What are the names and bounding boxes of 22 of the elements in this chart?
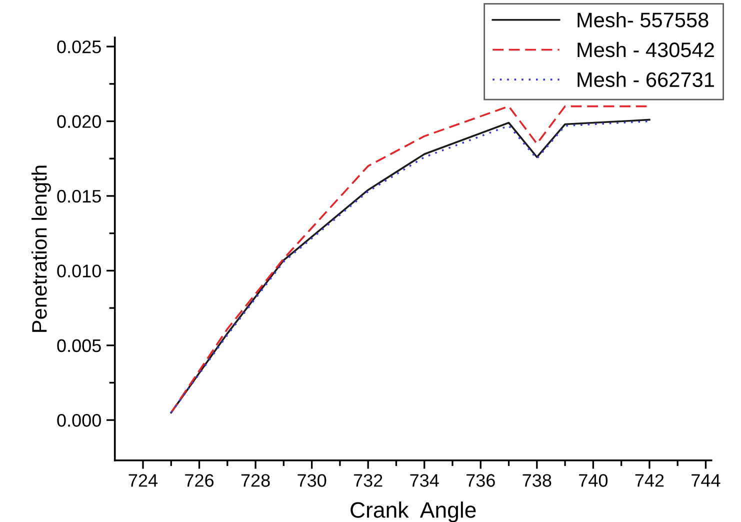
- x-tick-label: 742: [635, 474, 664, 487]
- y-tick-label: 0.015: [57, 190, 101, 203]
- y-tick-label: 0.020: [57, 115, 101, 128]
- x-tick-label: 732: [354, 474, 382, 487]
- legend-label: Mesh - 430542: [578, 42, 714, 58]
- y-axis-title: Penetration length: [32, 166, 51, 332]
- x-tick-label: 726: [185, 474, 214, 487]
- x-tick-label: 728: [241, 474, 270, 487]
- y-tick-label: 0.010: [57, 264, 101, 278]
- y-tick-label: 0.000: [57, 414, 101, 427]
- legend-label: Mesh - 662731: [578, 72, 714, 88]
- x-tick-label: 724: [128, 474, 158, 487]
- x-tick-label: 730: [298, 474, 326, 487]
- x-tick-label: 740: [579, 474, 608, 487]
- x-tick-label: 738: [522, 474, 552, 487]
- x-tick-label: 736: [466, 474, 495, 487]
- y-tick-label: 0.005: [57, 339, 101, 352]
- x-tick-label: 734: [410, 474, 439, 487]
- x-axis-title: Crank Angle: [350, 502, 476, 522]
- legend-label: Mesh- 557558: [578, 12, 708, 28]
- y-tick-label: 0.025: [57, 40, 101, 54]
- x-tick-label: 744: [692, 474, 720, 487]
